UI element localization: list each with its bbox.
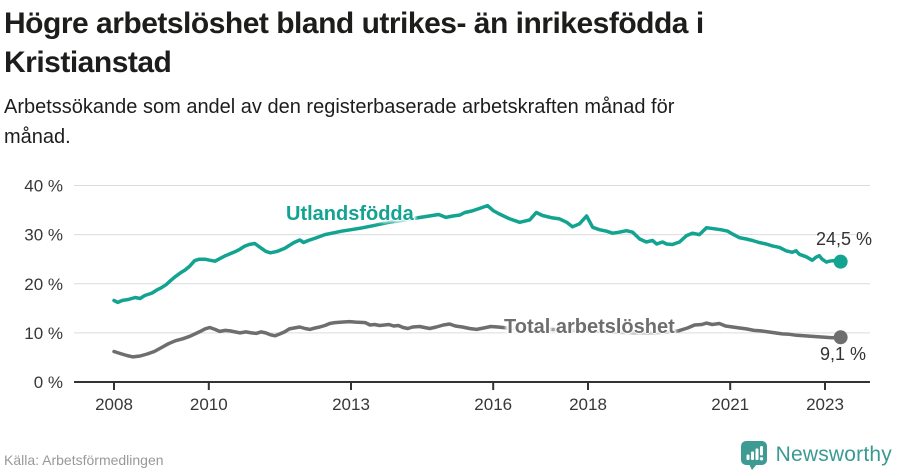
y-tick-label: 10 % [24,324,63,343]
y-tick-label: 20 % [24,275,63,294]
chart-subtitle-line-2: månad. [4,126,71,148]
newsworthy-logo[interactable]: Newsworthy [740,440,892,470]
y-tick-label: 30 % [24,226,63,245]
x-tick-label: 2010 [190,395,228,414]
page-title-line-2: Kristianstad [4,46,172,79]
y-tick-label: 40 % [24,177,63,196]
x-tick-label: 2023 [806,395,844,414]
newsworthy-wordmark: Newsworthy [775,443,892,466]
page-title: Högre arbetslöshet bland utrikes- än inr… [4,4,884,82]
source-attribution: Källa: Arbetsförmedlingen [4,452,164,468]
series-end-dot-0 [833,254,848,269]
x-tick-label: 2021 [711,395,749,414]
chart-subtitle: Arbetssökande som andel av den registerb… [4,92,864,152]
x-tick-label: 2013 [332,395,370,414]
x-tick-label: 2018 [569,395,607,414]
page-title-line-1: Högre arbetslöshet bland utrikes- än inr… [4,7,704,40]
series-end-dot-1 [833,330,848,345]
newsworthy-speech-bubble-bar-chart-icon [740,441,767,470]
end-value-utlandsfodda: 24,5 % [815,229,872,249]
x-tick-label: 2008 [95,395,133,414]
y-tick-label: 0 % [34,373,63,392]
series-line-1 [112,319,843,359]
x-tick-label: 2016 [474,395,512,414]
chart-subtitle-line-1: Arbetssökande som andel av den registerb… [4,96,675,118]
series-label-utlandsfodda: Utlandsfödda [286,203,414,225]
series-line-0 [112,203,843,305]
end-value-total-arbetsloshet: 9,1 % [819,344,866,364]
series-label-total-arbetsloshet: Total arbetslöshet [504,316,675,338]
